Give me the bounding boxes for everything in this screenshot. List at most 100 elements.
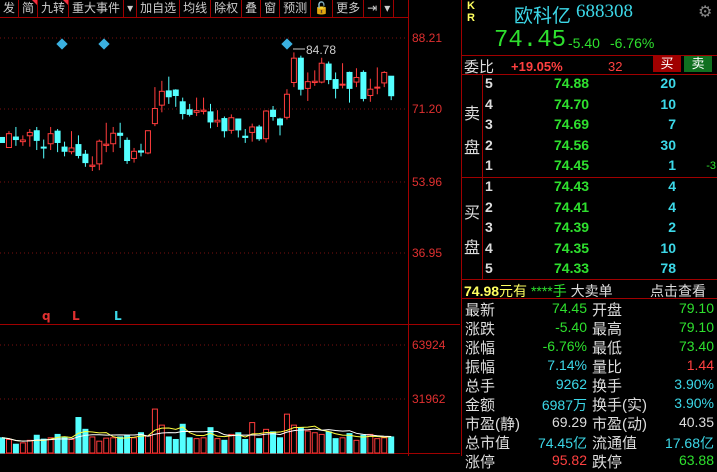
volume-bar: [290, 424, 297, 454]
gear-icon[interactable]: ⚙: [698, 4, 713, 21]
buy-side-label: 盘: [464, 240, 481, 257]
toolbar-button[interactable]: ⇥: [364, 0, 382, 18]
volume-bar: [256, 438, 263, 454]
event-diamond-icon: [56, 38, 68, 50]
buy-level-row[interactable]: 2 74.41 4: [462, 199, 717, 219]
price: 74.33: [554, 260, 590, 276]
sell-level-row[interactable]: 5 74.88 20: [462, 75, 717, 95]
r-label: R: [467, 12, 475, 24]
volume-bar: [277, 437, 283, 454]
toolbar-button[interactable]: ▾: [124, 0, 138, 18]
toolbar-button[interactable]: 叠: [242, 0, 262, 18]
candle-body: [304, 81, 311, 89]
sell-level-row[interactable]: 4 74.70 10: [462, 96, 717, 116]
stat-row: 总市值 74.45亿 流通值 17.68亿: [462, 432, 717, 452]
stat-value: 40.35: [678, 414, 714, 430]
stat-row: 金额 6987万 换手(实) 3.90%: [462, 394, 717, 414]
candle-body: [75, 144, 82, 156]
toolbar-button[interactable]: 预测: [280, 0, 312, 18]
candle-body: [96, 140, 103, 165]
stat-row: 涨跌 -5.40 最高 79.10: [462, 318, 717, 338]
level: 5: [485, 75, 493, 91]
big-order-row[interactable]: 74.98元有 ****手 大卖单: [464, 281, 613, 301]
volume-bar: [172, 438, 179, 454]
stat-value: 73.40: [678, 338, 714, 354]
candle-body: [256, 126, 263, 140]
toolbar-button[interactable]: 均线: [180, 0, 212, 18]
volume-ma-line: [1, 428, 392, 442]
sell-level-row[interactable]: 1 74.45 1 -3: [462, 157, 717, 177]
candle-body: [110, 132, 117, 145]
sell-level-row[interactable]: 3 74.69 7: [462, 116, 717, 136]
buy-level-row[interactable]: 5 74.33 78: [462, 260, 717, 280]
candle-body: [131, 150, 138, 159]
toolbar-button[interactable]: 窗: [261, 0, 281, 18]
candle-body: [151, 108, 158, 125]
candle-body: [138, 150, 144, 153]
toolbar-button[interactable]: 🔓: [311, 0, 334, 18]
buy-level-row[interactable]: 3 74.39 2: [462, 219, 717, 239]
volume-bar: [339, 437, 346, 454]
volume: 30: [660, 136, 676, 153]
toolbar-button[interactable]: 更多: [333, 0, 365, 18]
volume: 20: [660, 75, 676, 91]
candle-body: [179, 101, 186, 115]
level: 1: [485, 157, 493, 173]
volume-bar: [103, 437, 110, 454]
volume-bar: [283, 413, 290, 454]
toolbar-button[interactable]: 九转: [38, 0, 70, 18]
toolbar-button[interactable]: 除权: [211, 0, 243, 18]
stat-label: 最新: [465, 302, 496, 319]
candle-body: [367, 88, 374, 97]
price: 74.45: [554, 157, 590, 173]
volume-bar: [304, 430, 311, 454]
toolbar-button[interactable]: 加自选: [137, 0, 181, 18]
candle-body: [12, 136, 19, 141]
volume: 10: [660, 95, 676, 112]
toolbar-button[interactable]: 发: [0, 0, 20, 18]
stat-value: 3.90%: [674, 395, 714, 411]
buy-button[interactable]: 买: [653, 56, 681, 72]
big-order-text: 元有: [499, 283, 528, 299]
stat-value: 63.88: [678, 452, 714, 468]
volume-bar: [165, 436, 172, 454]
big-order-unit: 手: [552, 283, 567, 299]
volume: 2: [668, 219, 676, 235]
stat-row: 总手 9262 换手 3.90%: [462, 375, 717, 395]
toolbar-button[interactable]: 重大事件: [69, 0, 125, 18]
volume-bar: [26, 439, 33, 454]
price-change-pct: -6.76%: [610, 35, 655, 51]
weibi-diff: 32: [608, 59, 623, 74]
stat-value: 69.29: [551, 414, 587, 430]
sell-button[interactable]: 卖: [684, 56, 712, 72]
stat-value: 1.44: [686, 357, 714, 373]
volume-bar: [353, 439, 360, 454]
stat-value: -6.76%: [542, 338, 587, 354]
volume-bar: [5, 438, 12, 454]
sell-level-row[interactable]: 2 74.56 30: [462, 137, 717, 157]
stat-label: 最低: [592, 340, 623, 357]
buy-level-row[interactable]: 1 74.43 4: [462, 178, 717, 198]
volume-bar: [297, 427, 304, 454]
view-details-link[interactable]: 点击查看: [650, 283, 706, 299]
volume-bar: [47, 437, 54, 454]
buy-level-row[interactable]: 4 74.35 10: [462, 240, 717, 260]
candle-body: [82, 153, 89, 164]
candle-body: [388, 75, 395, 97]
candle-body: [172, 89, 179, 97]
volume-bar: [138, 432, 144, 454]
volume-bar: [186, 437, 193, 454]
volume-bar: [0, 437, 5, 454]
kline-chart[interactable]: [0, 0, 461, 456]
candle-body: [61, 146, 68, 152]
toolbar-button[interactable]: ▾: [381, 0, 395, 18]
candle-body: [214, 119, 221, 123]
sell-side-label: 卖: [464, 106, 481, 123]
toolbar-button[interactable]: 简: [19, 0, 39, 18]
candle-body: [0, 136, 5, 143]
volume-bar: [96, 440, 103, 454]
level: 5: [485, 260, 493, 276]
volume-bar: [82, 428, 89, 454]
level: 3: [485, 219, 493, 235]
signal-l: L: [72, 309, 80, 323]
